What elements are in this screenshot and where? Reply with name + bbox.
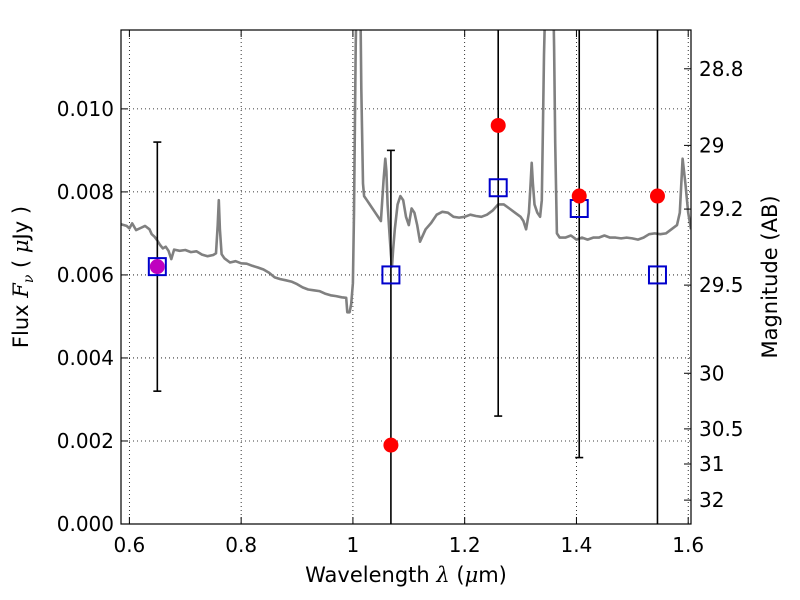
y2-tick-label: 29.2: [699, 197, 744, 221]
circle-marker: [490, 117, 506, 133]
y-axis-label: Flux Fν ( μJy ): [9, 206, 37, 348]
y-tick-label: 0.004: [57, 346, 114, 370]
y-tick-label: 0.002: [57, 429, 114, 453]
y-tick-label: 0.010: [57, 97, 114, 121]
y2-tick-label: 30.5: [699, 417, 744, 441]
y2-tick-label: 29.5: [699, 273, 744, 297]
y2-axis-label: Magnitude (AB): [758, 195, 782, 358]
plot-area: [121, 30, 691, 524]
y-tick-label: 0.006: [57, 263, 114, 287]
x-tick-label: 1.4: [561, 533, 593, 557]
y2-tick-label: 30: [699, 361, 724, 385]
x-tick-label: 0.6: [113, 533, 145, 557]
square-marker: [647, 265, 667, 285]
circle-marker: [649, 188, 665, 204]
x-tick-label: 0.8: [225, 533, 257, 557]
y2-tick-label: 29: [699, 133, 724, 157]
x-tick-label: 1: [347, 533, 360, 557]
series-layer: [121, 30, 691, 524]
y-tick-label: 0.008: [57, 180, 114, 204]
x-axis-label: Wavelength λ (μm): [305, 563, 507, 587]
plot-frame: [120, 29, 692, 525]
x-tick-label: 1.6: [672, 533, 704, 557]
y-tick-label: 0.000: [57, 512, 114, 536]
y2-tick-label: 28.8: [699, 57, 744, 81]
circle-marker: [149, 259, 165, 275]
circle-marker: [383, 437, 399, 453]
square-marker: [488, 178, 508, 198]
x-tick-label: 1.2: [449, 533, 481, 557]
y2-tick-label: 32: [699, 488, 724, 512]
square-marker: [147, 257, 167, 277]
circle-marker: [571, 188, 587, 204]
square-marker: [381, 265, 401, 285]
ticks: 0.6 0.8 1 1.2 1.4 1.6 0.000 0.002 0.004 0.006 0.00…: [57, 30, 744, 557]
y2-tick-label: 31: [699, 452, 724, 476]
